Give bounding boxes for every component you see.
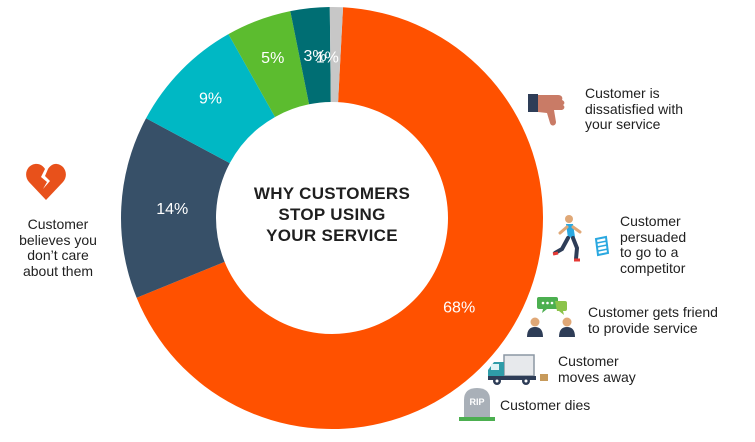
moving-truck-icon	[488, 354, 548, 385]
caption-line: Customer	[558, 353, 619, 369]
slice-value-label: 1%	[316, 49, 339, 66]
slice-value-label: 14%	[156, 201, 188, 218]
tombstone-icon: RIP	[459, 388, 495, 421]
donut-slice	[146, 34, 276, 164]
caption-line: about them	[22, 262, 94, 279]
caption-line: to go to a	[620, 244, 679, 260]
donut-slice	[136, 7, 544, 430]
caption-moves-away: Customer moves away	[558, 353, 636, 385]
slices	[121, 7, 544, 430]
slice-value-label: 3%	[304, 48, 327, 65]
runner-icon	[552, 215, 610, 262]
caption-line: Customer dies	[500, 397, 591, 413]
caption-line: Customer	[620, 213, 681, 229]
slice-value-label: 9%	[199, 90, 222, 107]
donut-slice	[290, 7, 331, 105]
caption-broken-heart: Customer believes you don’t care about t…	[4, 216, 112, 279]
slice-labels: 68% 14% 9% 5% 3%1%	[156, 48, 475, 316]
caption-dies: Customer dies	[500, 397, 591, 414]
caption-line: dissatisfied with	[585, 100, 684, 117]
friends-chat-icon	[527, 297, 575, 337]
caption-line: Customer	[27, 216, 89, 232]
slice-value-label: 68%	[443, 300, 475, 317]
donut-slice	[329, 7, 344, 103]
caption-line: moves away	[558, 368, 636, 385]
donut-slice	[228, 11, 310, 117]
caption-line: persuaded	[620, 228, 687, 245]
caption-dissatisfied: Customer is dissatisfied with your servi…	[585, 85, 684, 133]
thumbs-down-icon	[528, 94, 565, 126]
caption-line: competitor	[620, 259, 686, 276]
broken-heart-icon	[26, 163, 66, 200]
caption-line: Customer is	[585, 85, 660, 101]
donut-slice	[121, 118, 230, 298]
chart-title-line: STOP USING	[278, 205, 386, 224]
caption-persuaded: Customer persuaded to go to a competitor	[620, 213, 687, 276]
chart-title-line: YOUR SERVICE	[266, 226, 398, 245]
caption-line: your service	[585, 116, 661, 132]
slice-value-label: 5%	[261, 50, 284, 67]
caption-line: believes you	[19, 231, 97, 248]
caption-line: Customer gets friend	[588, 304, 718, 320]
caption-line: to provide service	[588, 319, 698, 336]
caption-line: don’t care	[27, 247, 89, 263]
caption-friend: Customer gets friend to provide service	[588, 304, 718, 336]
chart-title: WHY CUSTOMERS STOP USING YOUR SERVICE	[222, 183, 442, 246]
chart-title-line: WHY CUSTOMERS	[253, 184, 411, 203]
tombstone-text: RIP	[469, 397, 484, 407]
